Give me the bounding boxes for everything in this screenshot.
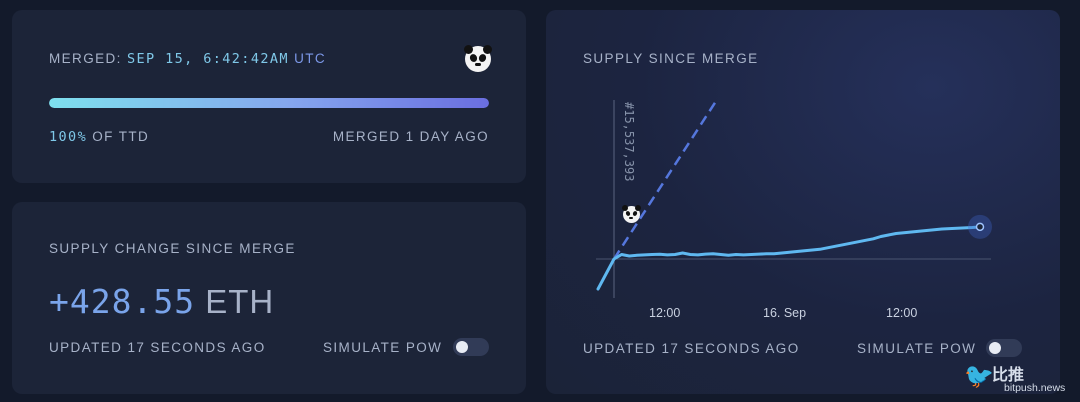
merged-ago: MERGED 1 DAY AGO: [332, 129, 489, 144]
ttd-progress-bar: [49, 98, 489, 108]
watermark-en: bitpush.news: [1004, 382, 1066, 394]
merge-panda-icon: [622, 205, 641, 223]
ttd-progress-fill: [49, 98, 489, 108]
supply-change-number: +428.55: [49, 282, 196, 321]
bitpush-watermark: 🐦 比推 bitpush.news: [962, 358, 1080, 402]
chart-simulate-pow-label: SIMULATE PoW: [857, 341, 977, 356]
simulate-pow-toggle[interactable]: [453, 338, 489, 356]
ttd-suffix: OF TTD: [92, 129, 150, 144]
x-tick-label-1: 12:00: [649, 306, 681, 320]
supply-change-title: SUPPLY CHANGE SINCE MERGE: [49, 241, 296, 256]
bird-logo-icon: 🐦: [964, 363, 994, 390]
merge-block-number: #15,537,393: [622, 102, 636, 182]
chart-updated: UPDATED 17 SECONDS AGO: [583, 341, 800, 356]
merge-timezone: UTC: [294, 51, 327, 66]
chart-title: SUPPLY SINCE MERGE: [583, 51, 759, 66]
supply-series-line: [596, 225, 982, 291]
latest-point-marker: [975, 222, 985, 232]
chart-simulate-pow-toggle[interactable]: [986, 339, 1022, 357]
panda-icon: [464, 45, 492, 72]
supply-chart-card: SUPPLY SINCE MERGE #15,537,393 12:00 16.…: [546, 10, 1060, 394]
toggle-knob: [456, 341, 468, 353]
x-tick-label-2: 16. Sep: [763, 306, 807, 320]
supply-updated: UPDATED 17 SECONDS AGO: [49, 340, 266, 355]
ttd-progress-text: 100% OF TTD: [49, 129, 149, 145]
supply-change-value: +428.55 ETH: [49, 282, 274, 321]
merged-label: MERGED:: [49, 51, 122, 66]
ttd-percent: 100%: [49, 129, 88, 145]
toggle-knob: [989, 342, 1001, 354]
supply-change-unit: ETH: [205, 283, 275, 320]
merge-timestamp: SEP 15, 6:42:42AM: [126, 51, 289, 67]
merge-timestamp-line: MERGED: SEP 15, 6:42:42AM UTC: [49, 51, 326, 67]
merge-status-card: MERGED: SEP 15, 6:42:42AM UTC 100% OF TT…: [12, 10, 526, 183]
simulate-pow-label: SIMULATE PoW: [323, 340, 443, 355]
x-tick-label-3: 12:00: [886, 306, 918, 320]
watermark-cn: 比推: [992, 367, 1025, 384]
supply-chart[interactable]: [546, 10, 1060, 394]
supply-change-card: SUPPLY CHANGE SINCE MERGE +428.55 ETH UP…: [12, 202, 526, 394]
